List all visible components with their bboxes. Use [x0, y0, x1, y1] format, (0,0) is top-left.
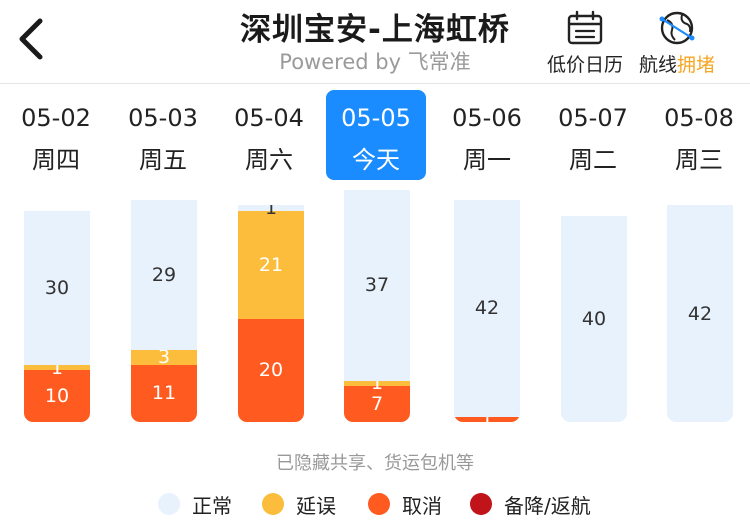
date-tab-05-03[interactable]: 05-03 周五 [113, 90, 213, 180]
date-label: 05-06 [452, 104, 522, 132]
legend-swatch [470, 493, 492, 515]
legend-item: 延误 [262, 490, 336, 518]
bar-segment-cancel: 20 [238, 318, 304, 422]
legend-swatch [158, 493, 180, 515]
bar-segment-delay: 21 [238, 210, 304, 319]
weekday-label: 周四 [32, 146, 80, 174]
weekday-label: 周六 [245, 146, 293, 174]
calendar-icon [567, 10, 603, 45]
bar-stack-05-04: 20211 [238, 205, 304, 422]
legend-label: 正常 [192, 493, 232, 518]
bar-stack-05-05: 7 1 37 [344, 190, 410, 422]
weekday-label: 今天 [352, 146, 400, 174]
bar-stack-05-03: 11 3 29 [131, 200, 197, 422]
date-label: 05-03 [128, 104, 198, 132]
legend-item: 取消 [368, 490, 442, 518]
legend-label: 备降/返航 [504, 493, 591, 518]
route-congestion-status: 拥堵 [677, 54, 716, 76]
date-tab-05-04[interactable]: 05-04 周六 [219, 90, 319, 180]
bar-segment-normal: 42 [454, 200, 520, 417]
route-status-button[interactable]: 航线拥堵 [632, 8, 722, 78]
legend-item: 正常 [158, 490, 232, 518]
bar-stack-05-08: 42 [667, 205, 733, 422]
top-bar: 深圳宝安-上海虹桥 Powered by 飞常准 低价日历 航线拥堵 [0, 0, 750, 84]
legend-swatch [262, 493, 284, 515]
weekday-label: 周二 [569, 146, 617, 174]
bar-segment-normal: 40 [561, 215, 627, 422]
route-label-prefix: 航线 [638, 54, 677, 76]
bar-segment-normal: 42 [667, 205, 733, 422]
date-tab-05-07[interactable]: 05-07 周二 [543, 90, 643, 180]
bar-segment-normal: 1 [238, 205, 304, 219]
date-label: 05-07 [558, 104, 628, 132]
bar-segment-cancel: 1 [454, 408, 520, 422]
bar-segment-normal: 37 [344, 190, 410, 381]
date-tab-05-08[interactable]: 05-08 周三 [649, 90, 749, 180]
date-label: 05-02 [21, 104, 91, 132]
calendar-label: 低价日历 [546, 54, 623, 76]
legend-swatch [368, 493, 390, 515]
page-title: 深圳宝安-上海虹桥 [240, 12, 510, 48]
date-label: 05-08 [664, 104, 734, 132]
globe-route-icon [659, 11, 695, 45]
weekday-label: 周五 [139, 146, 187, 174]
legend-item: 备降/返航 [470, 490, 591, 518]
weekday-label: 周一 [463, 146, 511, 174]
back-arrow-icon [19, 18, 43, 60]
bar-segment-delay: 1 [344, 372, 410, 394]
bar-segment-normal: 30 [24, 210, 90, 366]
date-tab-05-02[interactable]: 05-02 周四 [6, 90, 106, 180]
bar-segment-cancel: 10 [24, 370, 90, 422]
date-tab-05-05[interactable]: 05-05 今天 [326, 90, 426, 180]
route-status-label: 航线拥堵 [632, 50, 722, 77]
back-button[interactable] [12, 14, 52, 64]
weekday-label: 周三 [675, 146, 723, 174]
bar-segment-delay: 1 [24, 357, 90, 379]
date-label: 05-05 [341, 104, 411, 132]
low-price-calendar-button[interactable]: 低价日历 [540, 8, 630, 78]
bar-stack-05-02: 10 1 30 [24, 210, 90, 422]
bar-segment-normal: 29 [131, 200, 197, 350]
date-tab-05-06[interactable]: 05-06 周一 [437, 90, 537, 180]
bar-segment-delay: 3 [131, 346, 197, 368]
hidden-flights-note: 已隐藏共享、货运包机等 [276, 453, 474, 474]
legend-label: 取消 [402, 493, 442, 518]
powered-by: Powered by 飞常准 [279, 50, 471, 74]
bar-segment-cancel: 11 [131, 365, 197, 422]
bar-stack-05-07: 40 [561, 215, 627, 422]
bar-stack-05-06: 142 [454, 200, 520, 422]
bar-segment-cancel: 7 [344, 385, 410, 422]
legend-label: 延误 [296, 493, 336, 518]
date-label: 05-04 [234, 104, 304, 132]
